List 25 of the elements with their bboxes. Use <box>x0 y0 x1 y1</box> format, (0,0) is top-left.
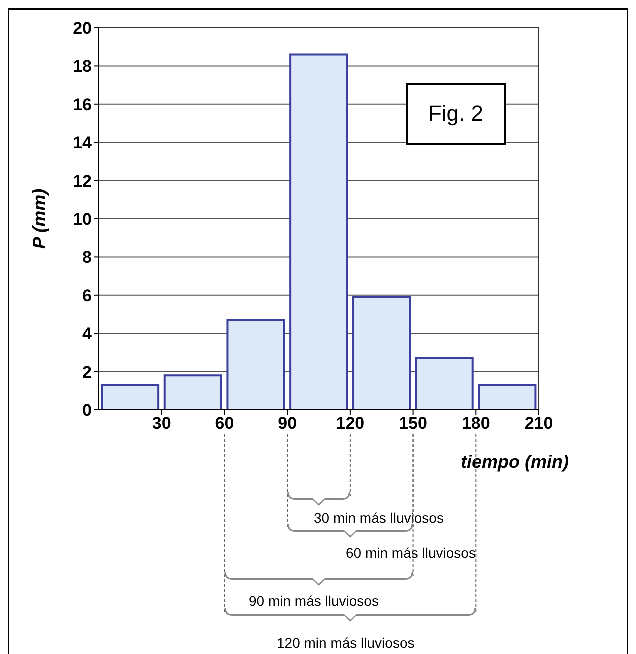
y-tick-label: 14 <box>73 134 93 153</box>
y-tick-label: 10 <box>73 210 92 230</box>
x-tick-label: 90 <box>278 414 298 434</box>
text: 30 min más lluviosos <box>314 510 444 526</box>
y-tick-label: 12 <box>73 172 92 191</box>
y-axis-title: P (mm) <box>29 188 50 250</box>
x-tick-label: 180 <box>462 414 490 434</box>
y-tick-label: 2 <box>82 362 92 382</box>
y-tick-label: 16 <box>73 95 92 114</box>
x-axis-title: tiempo (min) <box>461 452 569 473</box>
text: 60 min más lluviosos <box>346 545 476 561</box>
x-tick-label: 60 <box>215 414 234 434</box>
y-tick-label: 4 <box>82 324 93 344</box>
x-tick-label: 150 <box>399 414 428 434</box>
y-tick-label: 18 <box>73 57 92 76</box>
y-tick-label: 8 <box>82 248 92 268</box>
x-tick-label: 210 <box>524 414 554 434</box>
x-tick-label: 120 <box>336 414 365 434</box>
text: 90 min más lluviosos <box>249 593 379 609</box>
x-tick-label: 30 <box>152 414 172 434</box>
annotation: Fig. 2 <box>406 83 506 145</box>
y-tick-label: 20 <box>73 19 92 38</box>
y-tick-label: 0 <box>82 401 92 420</box>
y-tick-label: 6 <box>82 286 92 306</box>
text: 120 min más lluviosos <box>277 635 415 651</box>
